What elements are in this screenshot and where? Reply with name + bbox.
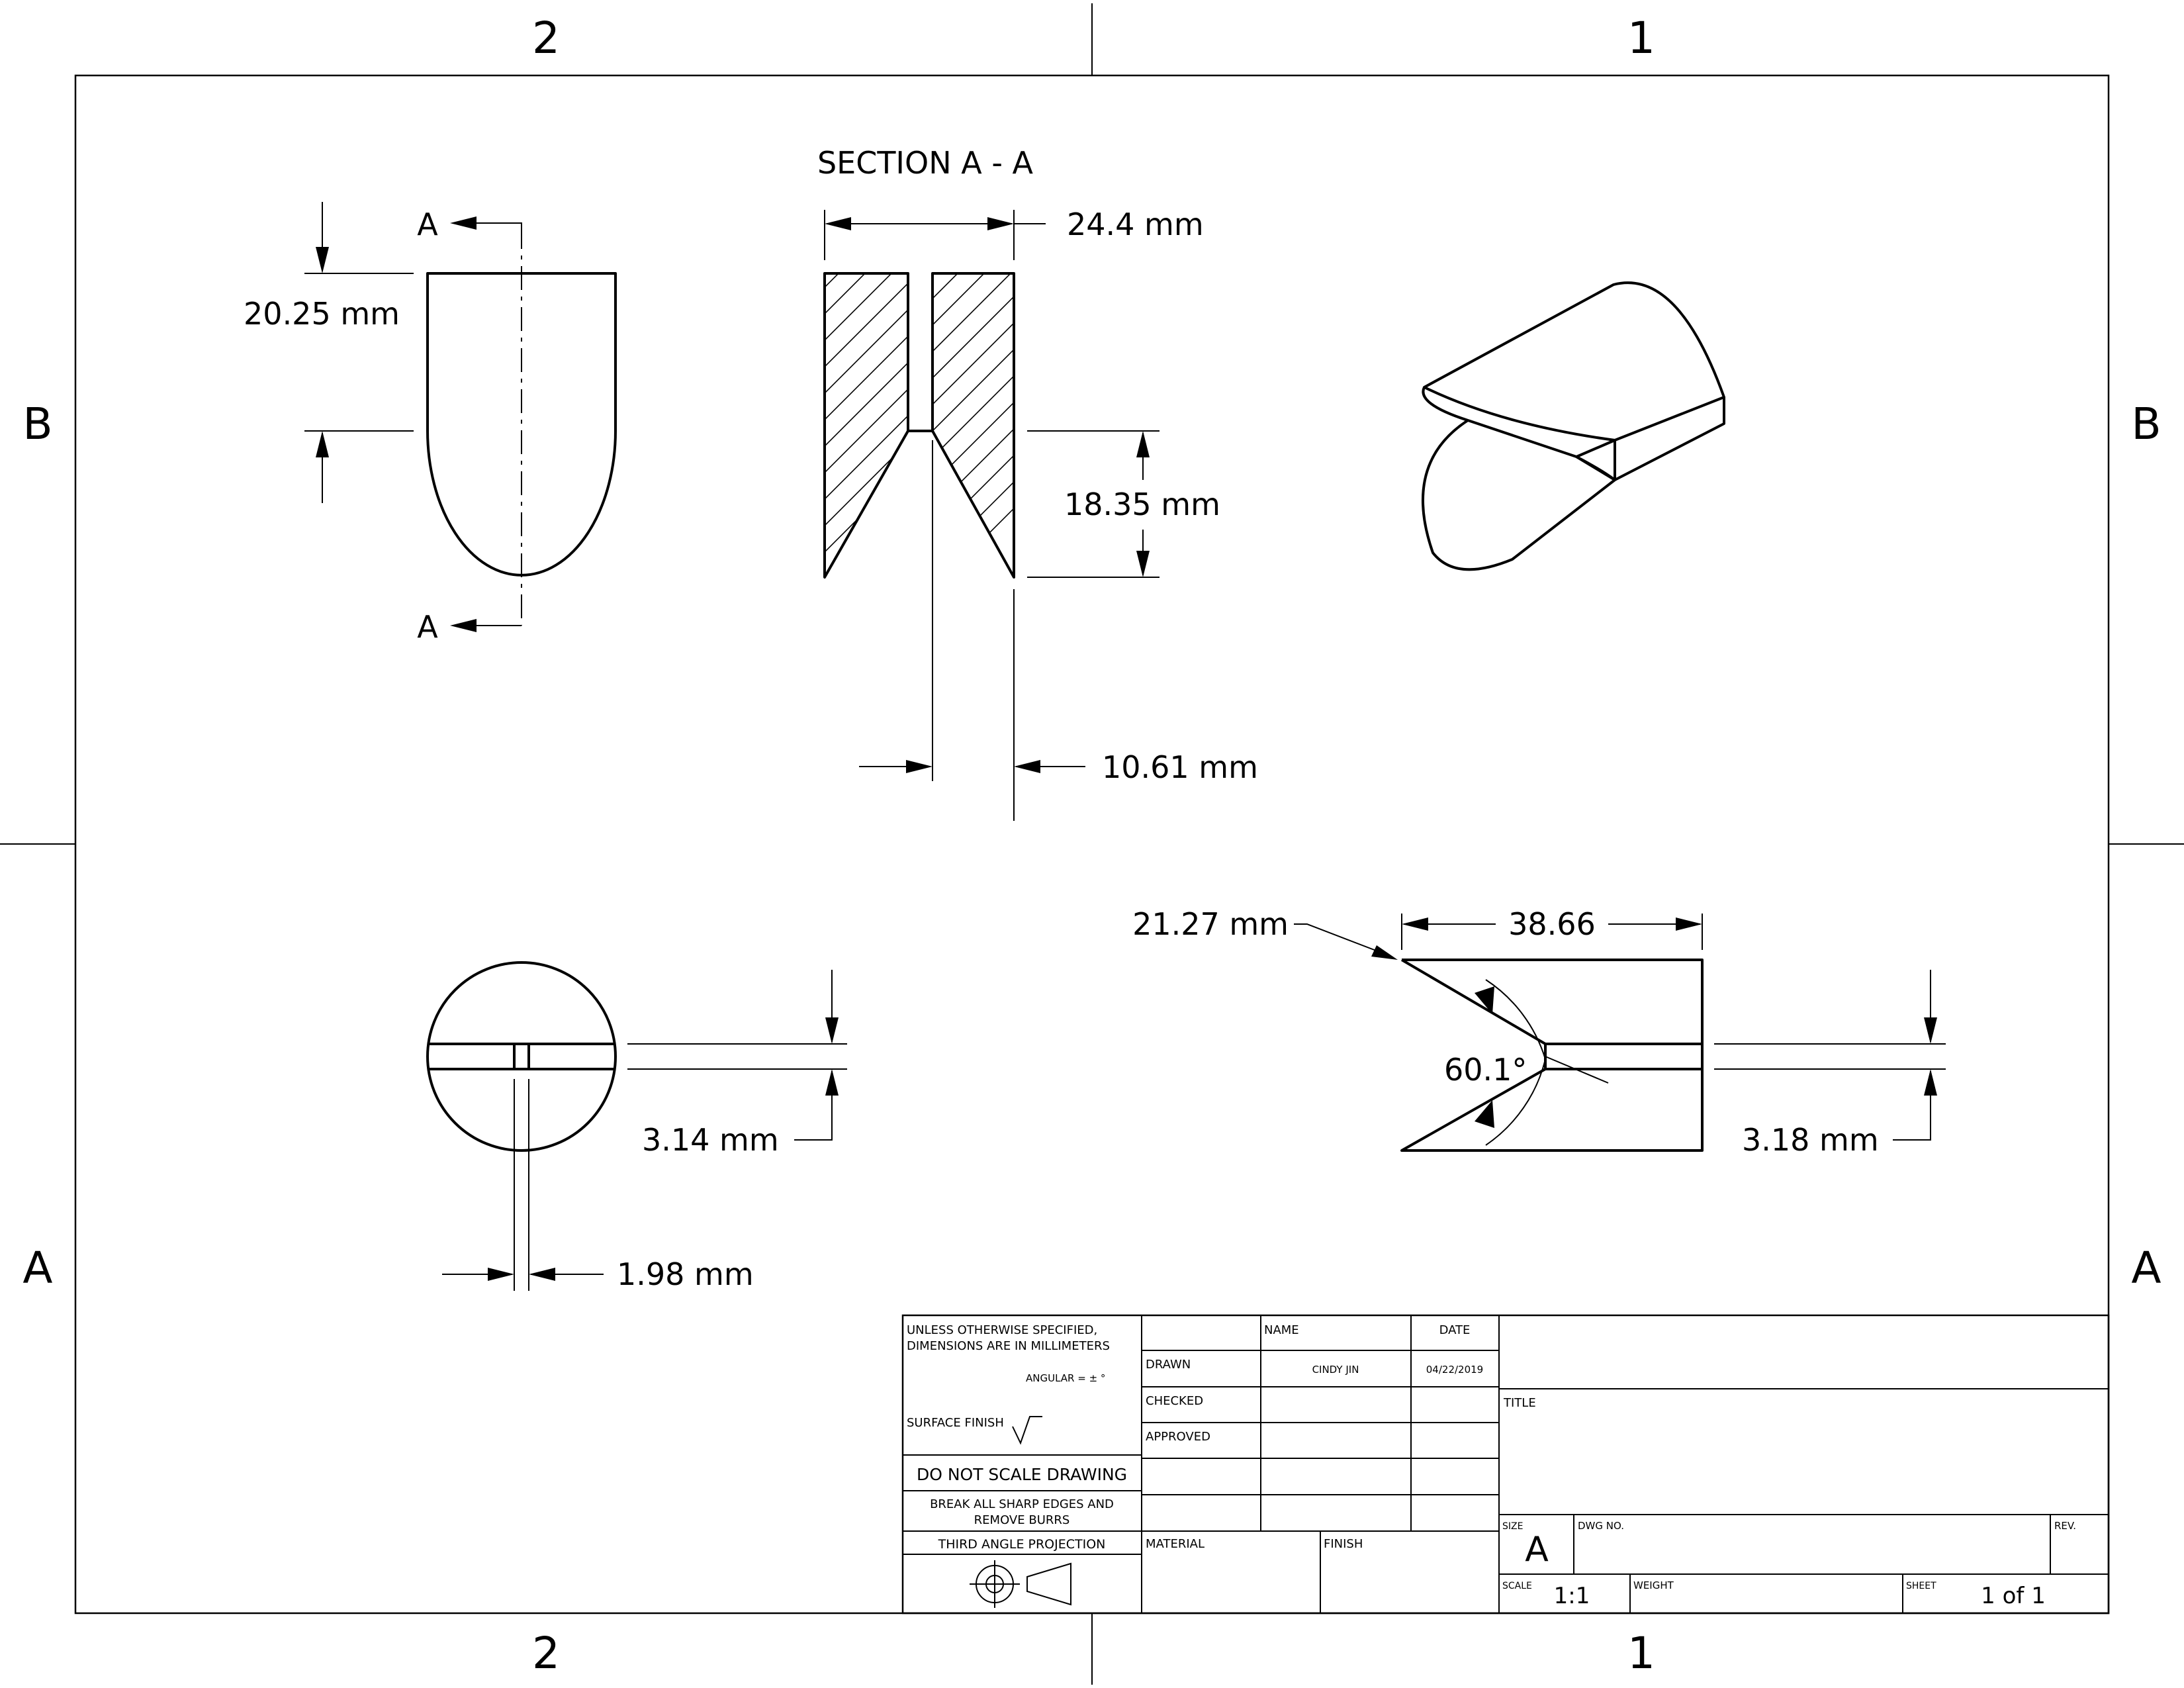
label-weight: WEIGHT: [1633, 1579, 1674, 1591]
dimension-38-66: 38.66: [1508, 906, 1596, 942]
dimension-1-98: 1.98 mm: [617, 1256, 754, 1292]
cut-label-bottom: A: [417, 609, 438, 645]
note-tolerance-line2: DIMENSIONS ARE IN MILLIMETERS: [907, 1339, 1110, 1353]
header-name: NAME: [1264, 1323, 1299, 1337]
note-do-not-scale: DO NOT SCALE DRAWING: [917, 1465, 1127, 1484]
dimension-24-4: 24.4 mm: [1067, 207, 1204, 242]
label-title: TITLE: [1503, 1396, 1536, 1410]
sheet-frame: [0, 3, 2184, 1685]
header-date: DATE: [1439, 1323, 1471, 1337]
note-break-edges-line2: REMOVE BURRS: [974, 1513, 1070, 1527]
zone-label-right-b: B: [2131, 399, 2161, 449]
note-surface-finish: SURFACE FINISH: [907, 1416, 1004, 1430]
dimension-21-27: 21.27 mm: [1132, 906, 1289, 942]
drawn-name: CINDY JIN: [1312, 1364, 1359, 1376]
zone-label-left-a: A: [23, 1243, 52, 1293]
note-break-edges-line1: BREAK ALL SHARP EDGES AND: [930, 1497, 1114, 1511]
zone-label-left-b: B: [23, 399, 52, 449]
label-checked: CHECKED: [1146, 1394, 1203, 1408]
section-title: SECTION A - A: [817, 145, 1034, 181]
zone-label-right-a: A: [2131, 1243, 2161, 1293]
dimension-10-61: 10.61 mm: [1102, 749, 1258, 785]
label-rev: REV.: [2054, 1520, 2076, 1532]
isometric-view: [1421, 281, 1725, 571]
value-scale: 1:1: [1554, 1583, 1590, 1609]
value-size: A: [1525, 1530, 1549, 1570]
label-approved: APPROVED: [1146, 1430, 1210, 1444]
zone-label-top-left: 2: [532, 13, 560, 64]
zone-label-top-right: 1: [1627, 13, 1655, 64]
label-dwg-no: DWG NO.: [1578, 1520, 1624, 1532]
zone-label-bottom-right: 1: [1627, 1628, 1655, 1679]
label-finish: FINISH: [1324, 1537, 1363, 1551]
drawn-date: 04/22/2019: [1426, 1364, 1483, 1376]
note-projection: THIRD ANGLE PROJECTION: [938, 1537, 1106, 1552]
value-sheet: 1 of 1: [1981, 1583, 2046, 1609]
front-view: [426, 961, 847, 1291]
cut-label-top: A: [417, 207, 438, 242]
dimension-60-1-deg: 60.1°: [1444, 1052, 1527, 1088]
dimension-18-35: 18.35 mm: [1064, 487, 1220, 522]
label-sheet: SHEET: [1906, 1581, 1936, 1591]
title-block: [901, 1314, 2110, 1615]
dimension-20-25: 20.25 mm: [244, 296, 400, 332]
label-material: MATERIAL: [1146, 1537, 1205, 1551]
side-view: [1294, 914, 1946, 1152]
dimension-3-14: 3.14 mm: [642, 1122, 779, 1158]
top-view: [304, 202, 617, 632]
label-size: SIZE: [1502, 1521, 1523, 1532]
note-angular: ANGULAR = ± °: [1026, 1372, 1105, 1384]
dimension-3-18: 3.18 mm: [1742, 1122, 1879, 1158]
label-scale: SCALE: [1502, 1581, 1532, 1591]
note-tolerance-line1: UNLESS OTHERWISE SPECIFIED,: [907, 1323, 1097, 1337]
zone-label-bottom-left: 2: [532, 1628, 560, 1679]
label-drawn: DRAWN: [1146, 1358, 1191, 1372]
